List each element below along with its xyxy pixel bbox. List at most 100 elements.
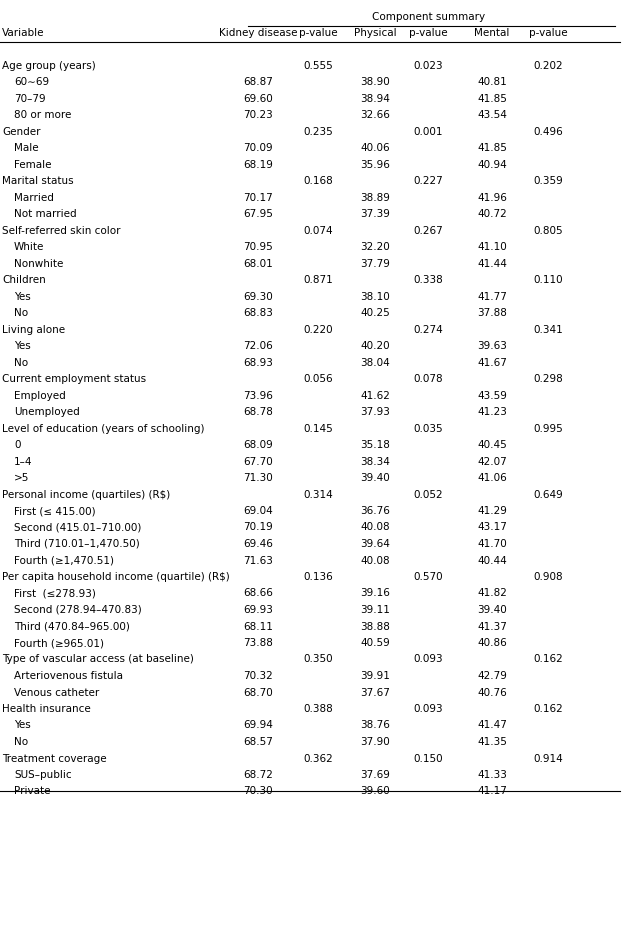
Text: 0.908: 0.908	[533, 572, 563, 582]
Text: 42.07: 42.07	[477, 457, 507, 466]
Text: 40.06: 40.06	[360, 143, 390, 153]
Text: 35.18: 35.18	[360, 440, 390, 450]
Text: Yes: Yes	[14, 720, 31, 730]
Text: 0.267: 0.267	[413, 226, 443, 236]
Text: 0.362: 0.362	[303, 754, 333, 763]
Text: 0.388: 0.388	[303, 704, 333, 714]
Text: 69.94: 69.94	[243, 720, 273, 730]
Text: 70.95: 70.95	[243, 242, 273, 252]
Text: 0.235: 0.235	[303, 127, 333, 136]
Text: 0.350: 0.350	[303, 654, 333, 665]
Text: 38.76: 38.76	[360, 720, 390, 730]
Text: 0.314: 0.314	[303, 490, 333, 499]
Text: No: No	[14, 357, 28, 368]
Text: Gender: Gender	[2, 127, 41, 136]
Text: 41.37: 41.37	[477, 621, 507, 632]
Text: Variable: Variable	[2, 28, 45, 38]
Text: 40.81: 40.81	[477, 77, 507, 87]
Text: 68.83: 68.83	[243, 308, 273, 318]
Text: 0.570: 0.570	[413, 572, 443, 582]
Text: 68.72: 68.72	[243, 770, 273, 780]
Text: 0.074: 0.074	[303, 226, 333, 236]
Text: Not married: Not married	[14, 209, 76, 219]
Text: 38.10: 38.10	[360, 291, 390, 302]
Text: p-value: p-value	[409, 28, 447, 38]
Text: 43.59: 43.59	[477, 390, 507, 400]
Text: 40.25: 40.25	[360, 308, 390, 318]
Text: Yes: Yes	[14, 291, 31, 302]
Text: 69.93: 69.93	[243, 605, 273, 615]
Text: No: No	[14, 308, 28, 318]
Text: 0.359: 0.359	[533, 176, 563, 186]
Text: Third (470.84–965.00): Third (470.84–965.00)	[14, 621, 130, 632]
Text: 0.995: 0.995	[533, 424, 563, 433]
Text: 67.70: 67.70	[243, 457, 273, 466]
Text: p-value: p-value	[298, 28, 337, 38]
Text: 0: 0	[14, 440, 21, 450]
Text: 72.06: 72.06	[243, 341, 273, 351]
Text: 41.23: 41.23	[477, 407, 507, 417]
Text: No: No	[14, 737, 28, 747]
Text: 73.96: 73.96	[243, 390, 273, 400]
Text: Self-referred skin color: Self-referred skin color	[2, 226, 120, 236]
Text: Married: Married	[14, 193, 54, 202]
Text: 0.093: 0.093	[413, 654, 443, 665]
Text: 40.76: 40.76	[477, 687, 507, 697]
Text: 0.023: 0.023	[413, 60, 443, 70]
Text: Unemployed: Unemployed	[14, 407, 80, 417]
Text: 41.29: 41.29	[477, 506, 507, 516]
Text: 0.168: 0.168	[303, 176, 333, 186]
Text: 73.88: 73.88	[243, 638, 273, 648]
Text: 41.67: 41.67	[477, 357, 507, 368]
Text: 0.035: 0.035	[413, 424, 443, 433]
Text: 37.88: 37.88	[477, 308, 507, 318]
Text: First (≤ 415.00): First (≤ 415.00)	[14, 506, 96, 516]
Text: Living alone: Living alone	[2, 324, 65, 335]
Text: 41.33: 41.33	[477, 770, 507, 780]
Text: 39.64: 39.64	[360, 539, 390, 549]
Text: 38.88: 38.88	[360, 621, 390, 632]
Text: 0.056: 0.056	[303, 374, 333, 384]
Text: Marital status: Marital status	[2, 176, 73, 186]
Text: 43.54: 43.54	[477, 110, 507, 120]
Text: 40.08: 40.08	[360, 556, 390, 566]
Text: 39.16: 39.16	[360, 588, 390, 599]
Text: Private: Private	[14, 787, 51, 796]
Text: 37.39: 37.39	[360, 209, 390, 219]
Text: 39.63: 39.63	[477, 341, 507, 351]
Text: 0.162: 0.162	[533, 654, 563, 665]
Text: First  (≤278.93): First (≤278.93)	[14, 588, 96, 599]
Text: 70.17: 70.17	[243, 193, 273, 202]
Text: Third (710.01–1,470.50): Third (710.01–1,470.50)	[14, 539, 140, 549]
Text: Kidney disease: Kidney disease	[219, 28, 297, 38]
Text: 0.298: 0.298	[533, 374, 563, 384]
Text: 0.093: 0.093	[413, 704, 443, 714]
Text: 39.11: 39.11	[360, 605, 390, 615]
Text: Yes: Yes	[14, 341, 31, 351]
Text: 41.35: 41.35	[477, 737, 507, 747]
Text: Physical: Physical	[354, 28, 396, 38]
Text: 0.805: 0.805	[533, 226, 563, 236]
Text: SUS–public: SUS–public	[14, 770, 71, 780]
Text: 41.82: 41.82	[477, 588, 507, 599]
Text: 38.90: 38.90	[360, 77, 390, 87]
Text: 0.052: 0.052	[413, 490, 443, 499]
Text: 35.96: 35.96	[360, 160, 390, 169]
Text: 38.89: 38.89	[360, 193, 390, 202]
Text: 40.86: 40.86	[477, 638, 507, 648]
Text: 69.60: 69.60	[243, 93, 273, 103]
Text: 42.79: 42.79	[477, 671, 507, 681]
Text: 41.85: 41.85	[477, 143, 507, 153]
Text: Level of education (years of schooling): Level of education (years of schooling)	[2, 424, 204, 433]
Text: Component summary: Component summary	[372, 12, 485, 22]
Text: 60∼69: 60∼69	[14, 77, 49, 87]
Text: 68.66: 68.66	[243, 588, 273, 599]
Text: Employed: Employed	[14, 390, 66, 400]
Text: 70.32: 70.32	[243, 671, 273, 681]
Text: Children: Children	[2, 275, 46, 285]
Text: 40.08: 40.08	[360, 523, 390, 532]
Text: 0.274: 0.274	[413, 324, 443, 335]
Text: 0.227: 0.227	[413, 176, 443, 186]
Text: Nonwhite: Nonwhite	[14, 258, 63, 269]
Text: 41.70: 41.70	[477, 539, 507, 549]
